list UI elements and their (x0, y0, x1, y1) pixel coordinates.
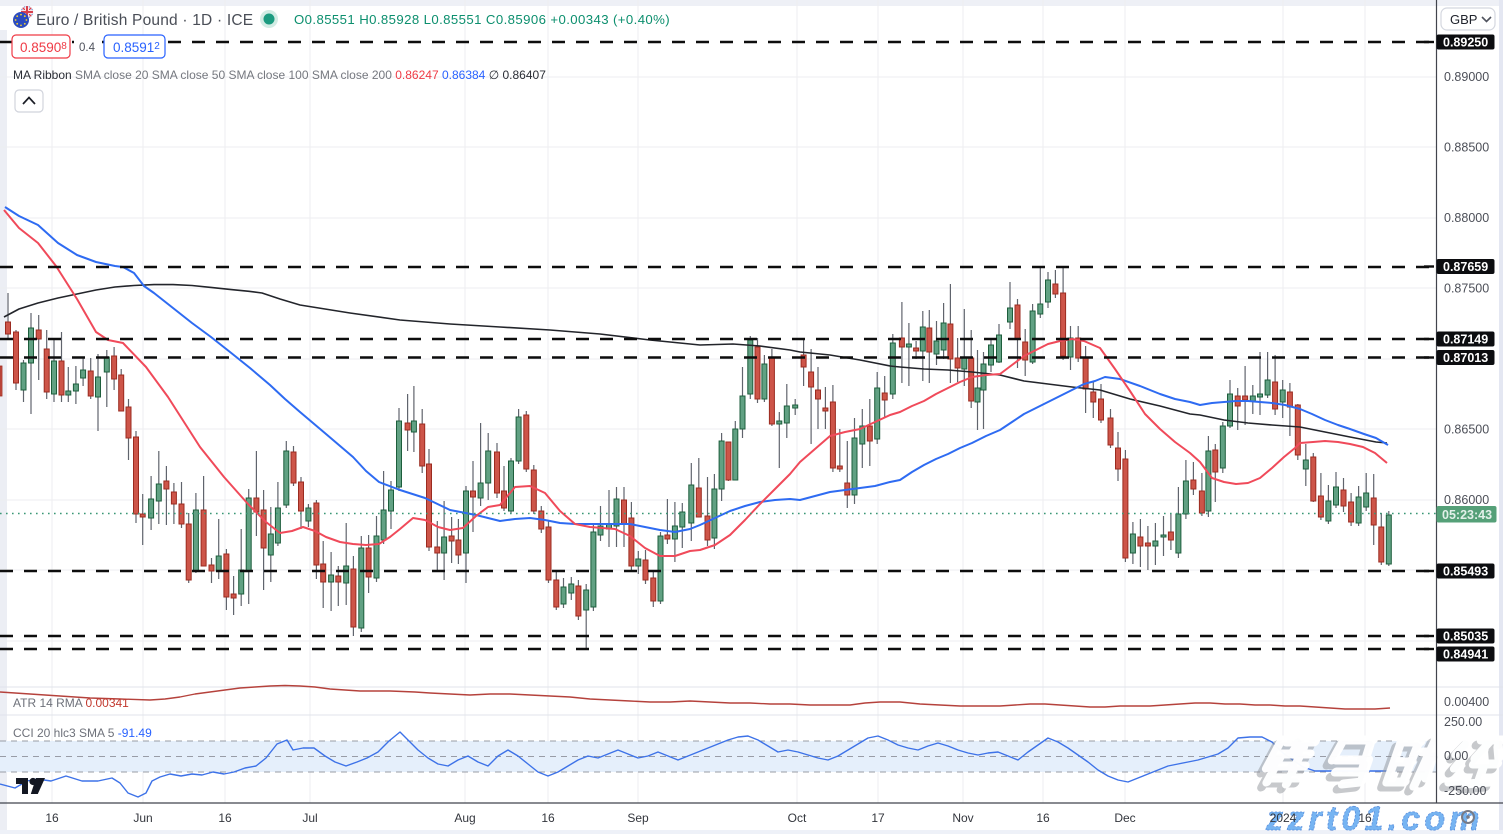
svg-text:Aug: Aug (454, 811, 475, 825)
svg-text:ATR 14 RMA 0.00341: ATR 14 RMA 0.00341 (13, 696, 129, 710)
svg-text:05:23:43: 05:23:43 (1442, 508, 1492, 522)
svg-text:Jul: Jul (302, 811, 317, 825)
svg-text:Dec: Dec (1114, 811, 1135, 825)
svg-text:0.87659: 0.87659 (1443, 260, 1488, 274)
svg-text:16: 16 (1036, 811, 1050, 825)
svg-text:0.84941: 0.84941 (1443, 648, 1488, 662)
svg-text:17: 17 (871, 811, 885, 825)
svg-text:-250.00: -250.00 (1444, 784, 1486, 798)
svg-text:16: 16 (218, 811, 232, 825)
svg-text:16: 16 (1358, 811, 1372, 825)
svg-text:0.00: 0.00 (1444, 749, 1468, 763)
svg-text:GBP: GBP (1450, 12, 1477, 27)
svg-text:0.89250: 0.89250 (1443, 36, 1488, 50)
svg-text:0.85912: 0.85912 (113, 40, 160, 55)
svg-text:16: 16 (45, 811, 59, 825)
svg-text:0.88500: 0.88500 (1444, 141, 1489, 155)
svg-text:2024: 2024 (1270, 811, 1297, 825)
svg-text:0.4: 0.4 (79, 42, 96, 54)
svg-text:Jun: Jun (133, 811, 152, 825)
svg-text:0.86000: 0.86000 (1444, 493, 1489, 507)
svg-text:0.87013: 0.87013 (1443, 351, 1488, 365)
svg-text:Nov: Nov (952, 811, 973, 825)
svg-text:Sep: Sep (627, 811, 649, 825)
svg-text:MA Ribbon SMA close 20 SMA clo: MA Ribbon SMA close 20 SMA close 50 SMA … (13, 68, 546, 82)
svg-text:0.85908: 0.85908 (20, 40, 67, 55)
svg-text:0.00400: 0.00400 (1444, 695, 1489, 709)
svg-text:0.85493: 0.85493 (1443, 565, 1488, 579)
svg-text:0.86500: 0.86500 (1444, 423, 1489, 437)
svg-text:Euro / British Pound · 1D · IC: Euro / British Pound · 1D · ICE (36, 12, 253, 29)
svg-text:0.89000: 0.89000 (1444, 70, 1489, 84)
svg-text:CCI 20 hlc3 SMA 5 -91.49: CCI 20 hlc3 SMA 5 -91.49 (13, 726, 152, 740)
svg-text:0.88000: 0.88000 (1444, 211, 1489, 225)
svg-text:O0.85551 H0.85928 L0.85551 C0.: O0.85551 H0.85928 L0.85551 C0.85906 +0.0… (294, 12, 670, 27)
svg-text:0.87149: 0.87149 (1443, 333, 1488, 347)
svg-text:250.00: 250.00 (1444, 715, 1482, 729)
svg-text:0.85035: 0.85035 (1443, 630, 1488, 644)
svg-text:Oct: Oct (788, 811, 807, 825)
svg-text:zzrt01.com: zzrt01.com (1265, 800, 1484, 834)
svg-text:16: 16 (541, 811, 555, 825)
svg-text:0.87500: 0.87500 (1444, 282, 1489, 296)
